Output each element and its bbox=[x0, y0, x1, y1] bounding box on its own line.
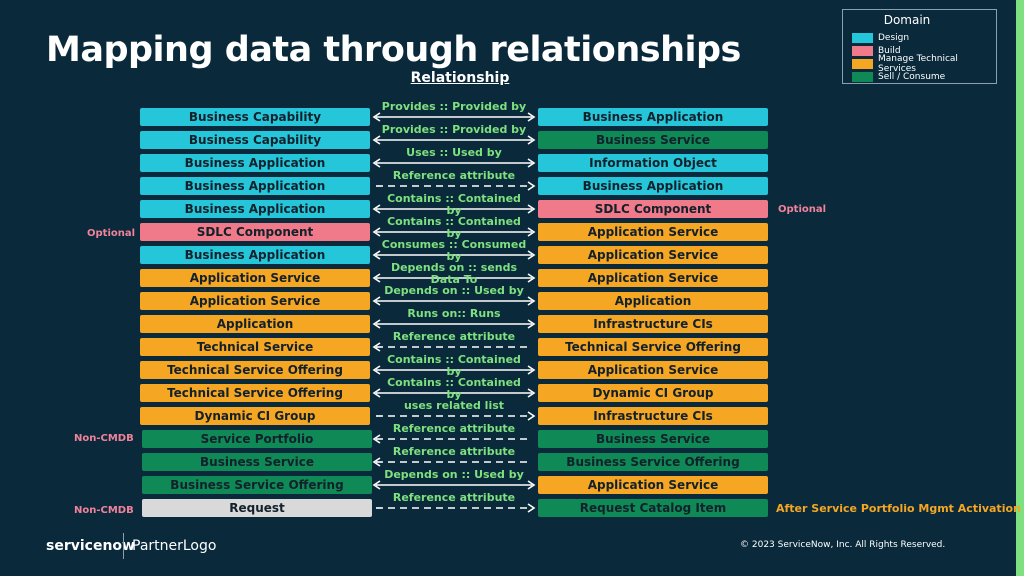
right-entity-box: Application Service bbox=[538, 223, 768, 241]
legend-label: Sell / Consume bbox=[878, 71, 946, 82]
left-entity-box: Application bbox=[140, 315, 370, 333]
right-entity-box: Application Service bbox=[538, 476, 768, 494]
arrow-head bbox=[372, 434, 381, 444]
relationship-label: Contains :: Contained by bbox=[387, 192, 521, 217]
arrow-head bbox=[527, 158, 536, 168]
right-entity-box: Business Application bbox=[538, 177, 768, 195]
legend-label: Design bbox=[878, 32, 910, 43]
relationship-label: Provides :: Provided by bbox=[381, 123, 527, 136]
arrow-head bbox=[372, 480, 381, 490]
left-entity-box: Business Application bbox=[140, 246, 370, 264]
right-entity-box: SDLC Component bbox=[538, 200, 768, 218]
left-entity-box: SDLC Component bbox=[140, 223, 370, 241]
legend-label: Build bbox=[878, 45, 901, 56]
left-entity-box: Request bbox=[142, 499, 372, 517]
domain-legend: Domain Design Build Manage Technical Ser… bbox=[842, 9, 997, 84]
right-entity-box: Application bbox=[538, 292, 768, 310]
relationship-label: Provides :: Provided by bbox=[381, 100, 527, 113]
left-entity-box: Business Capability bbox=[140, 108, 370, 126]
arrow-head bbox=[372, 112, 381, 122]
relationship-label: Contains :: Contained by bbox=[387, 376, 521, 401]
relationship-label: Runs on:: Runs bbox=[407, 307, 501, 320]
partner-logo: PartnerLogo bbox=[132, 538, 217, 554]
left-entity-box: Technical Service Offering bbox=[140, 361, 370, 379]
left-entity-box: Technical Service bbox=[140, 338, 370, 356]
legend-label: Manage Technical Services bbox=[878, 53, 958, 74]
right-entity-box: Business Application bbox=[538, 108, 768, 126]
relationship-label: Depends on :: sends Data To bbox=[390, 261, 518, 286]
relationship-label: Reference attribute bbox=[392, 491, 516, 504]
arrow-head bbox=[372, 342, 381, 352]
relationship-label: Reference attribute bbox=[392, 330, 516, 343]
non-cmdb-label-portfolio: Non-CMDB bbox=[74, 433, 134, 444]
arrow-head bbox=[527, 181, 536, 191]
arrow-head bbox=[527, 319, 536, 329]
legend-item-manage: Manage Technical Services bbox=[852, 54, 996, 74]
left-entity-box: Service Portfolio bbox=[142, 430, 372, 448]
left-entity-box: Application Service bbox=[140, 292, 370, 310]
right-entity-box: Business Service bbox=[538, 131, 768, 149]
relationship-label: Contains :: Contained by bbox=[387, 215, 521, 240]
relationship-label: Reference attribute bbox=[392, 169, 516, 182]
relationship-label: Contains :: Contained by bbox=[387, 353, 521, 378]
right-entity-box: Infrastructure CIs bbox=[538, 315, 768, 333]
legend-item-sell: Sell / Consume bbox=[852, 71, 945, 82]
relationship-header: Relationship bbox=[410, 70, 510, 86]
left-entity-box: Technical Service Offering bbox=[140, 384, 370, 402]
optional-label-right: Optional bbox=[778, 204, 827, 215]
left-entity-box: Application Service bbox=[140, 269, 370, 287]
right-entity-box: Application Service bbox=[538, 246, 768, 264]
arrow-head bbox=[527, 135, 536, 145]
legend-item-design: Design bbox=[852, 32, 909, 43]
arrow-head bbox=[527, 480, 536, 490]
right-entity-box: Business Service bbox=[538, 430, 768, 448]
footer-divider bbox=[123, 533, 124, 559]
arrow-head bbox=[372, 296, 381, 306]
arrow-head bbox=[372, 457, 381, 467]
left-entity-box: Business Application bbox=[140, 177, 370, 195]
left-entity-box: Business Application bbox=[140, 200, 370, 218]
right-entity-box: Information Object bbox=[538, 154, 768, 172]
activation-note: After Service Portfolio Mgmt Activation bbox=[776, 502, 1021, 515]
right-entity-box: Business Service Offering bbox=[538, 453, 768, 471]
legend-title: Domain bbox=[883, 13, 931, 27]
right-entity-box: Application Service bbox=[538, 269, 768, 287]
relationship-label: Uses :: Used by bbox=[406, 146, 502, 159]
left-entity-box: Business Application bbox=[140, 154, 370, 172]
optional-label-left: Optional bbox=[87, 228, 136, 239]
left-entity-box: Dynamic CI Group bbox=[140, 407, 370, 425]
arrow-head bbox=[527, 503, 536, 513]
legend-swatch bbox=[852, 71, 873, 82]
arrow-head bbox=[527, 112, 536, 122]
arrow-head bbox=[527, 411, 536, 421]
relationship-label: Consumes :: Consumed by bbox=[381, 238, 527, 263]
relationship-label: Reference attribute bbox=[392, 422, 516, 435]
legend-swatch bbox=[852, 58, 873, 69]
arrow-head bbox=[527, 296, 536, 306]
relationship-label: Depends on :: Used by bbox=[384, 468, 524, 481]
arrow-head bbox=[372, 135, 381, 145]
servicenow-logo: servicenow bbox=[46, 538, 135, 554]
left-entity-box: Business Service Offering bbox=[142, 476, 372, 494]
arrow-head bbox=[372, 158, 381, 168]
legend-swatch bbox=[852, 45, 873, 56]
arrow-head bbox=[372, 319, 381, 329]
relationship-label: uses related list bbox=[403, 399, 505, 412]
page-title: Mapping data through relationships bbox=[46, 30, 741, 70]
right-entity-box: Dynamic CI Group bbox=[538, 384, 768, 402]
legend-item-build: Build bbox=[852, 45, 901, 56]
copyright: © 2023 ServiceNow, Inc. All Rights Reser… bbox=[740, 540, 946, 550]
left-entity-box: Business Service bbox=[142, 453, 372, 471]
right-entity-box: Technical Service Offering bbox=[538, 338, 768, 356]
right-entity-box: Application Service bbox=[538, 361, 768, 379]
right-entity-box: Infrastructure CIs bbox=[538, 407, 768, 425]
legend-swatch bbox=[852, 32, 873, 43]
right-entity-box: Request Catalog Item bbox=[538, 499, 768, 517]
relationship-label: Reference attribute bbox=[392, 445, 516, 458]
accent-strip bbox=[1016, 0, 1024, 576]
left-entity-box: Business Capability bbox=[140, 131, 370, 149]
non-cmdb-label-request: Non-CMDB bbox=[74, 505, 134, 516]
relationship-label: Depends on :: Used by bbox=[384, 284, 524, 297]
